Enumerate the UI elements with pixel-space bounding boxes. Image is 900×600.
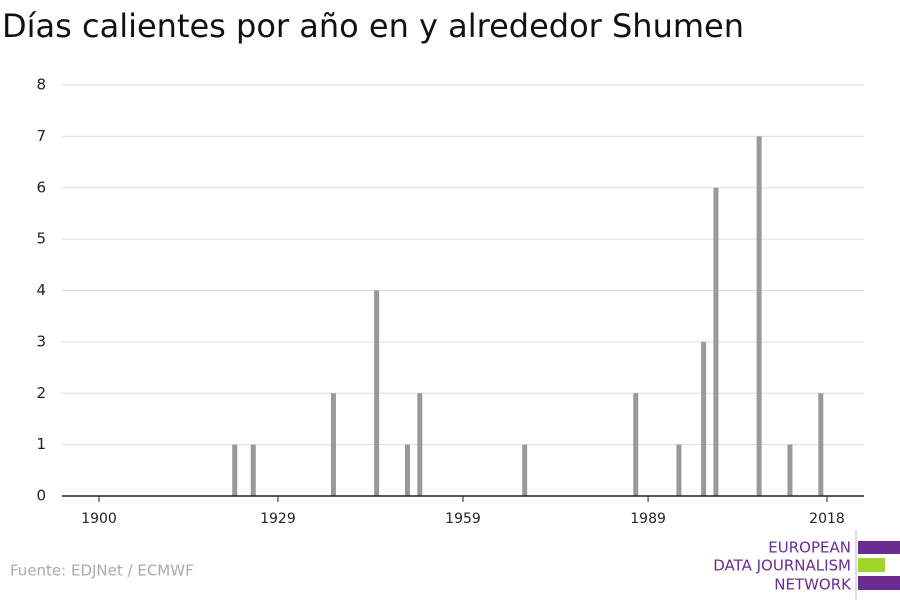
bar [522,444,528,496]
bar [232,444,238,496]
y-tick-label: 8 [36,76,46,94]
logo-bar [858,558,885,572]
y-tick-label: 7 [36,127,46,145]
bar [374,290,380,496]
logo-text: EUROPEAN [768,539,851,557]
y-tick-label: 4 [36,281,46,299]
bar [633,393,639,496]
x-tick-label: 1959 [445,511,481,527]
x-tick-label: 1989 [630,511,666,527]
chart-title: Días calientes por año en y alrededor Sh… [2,7,744,45]
y-tick-label: 3 [36,332,46,350]
bar [330,393,336,496]
y-tick-label: 1 [36,435,46,453]
bar [701,341,707,496]
bar [756,136,762,496]
logo-text: NETWORK [774,576,852,594]
bar [713,187,719,496]
logo-bar [858,541,900,554]
bar [818,393,824,496]
source: Fuente: EDJNet / ECMWF [10,562,194,580]
bar [417,393,423,496]
logo-bar [858,576,900,590]
y-tick-label: 6 [36,178,46,196]
y-tick-label: 5 [36,230,46,248]
y-tick-label: 0 [36,487,46,505]
bar [676,444,682,496]
bar [787,444,793,496]
logo-text: DATA JOURNALISM [713,557,851,575]
x-tick-label: 2018 [809,511,845,527]
bar [250,444,256,496]
bar [404,444,410,496]
x-tick-label: 1900 [81,511,117,527]
y-tick-label: 2 [36,384,46,402]
x-tick-label: 1929 [260,511,296,527]
